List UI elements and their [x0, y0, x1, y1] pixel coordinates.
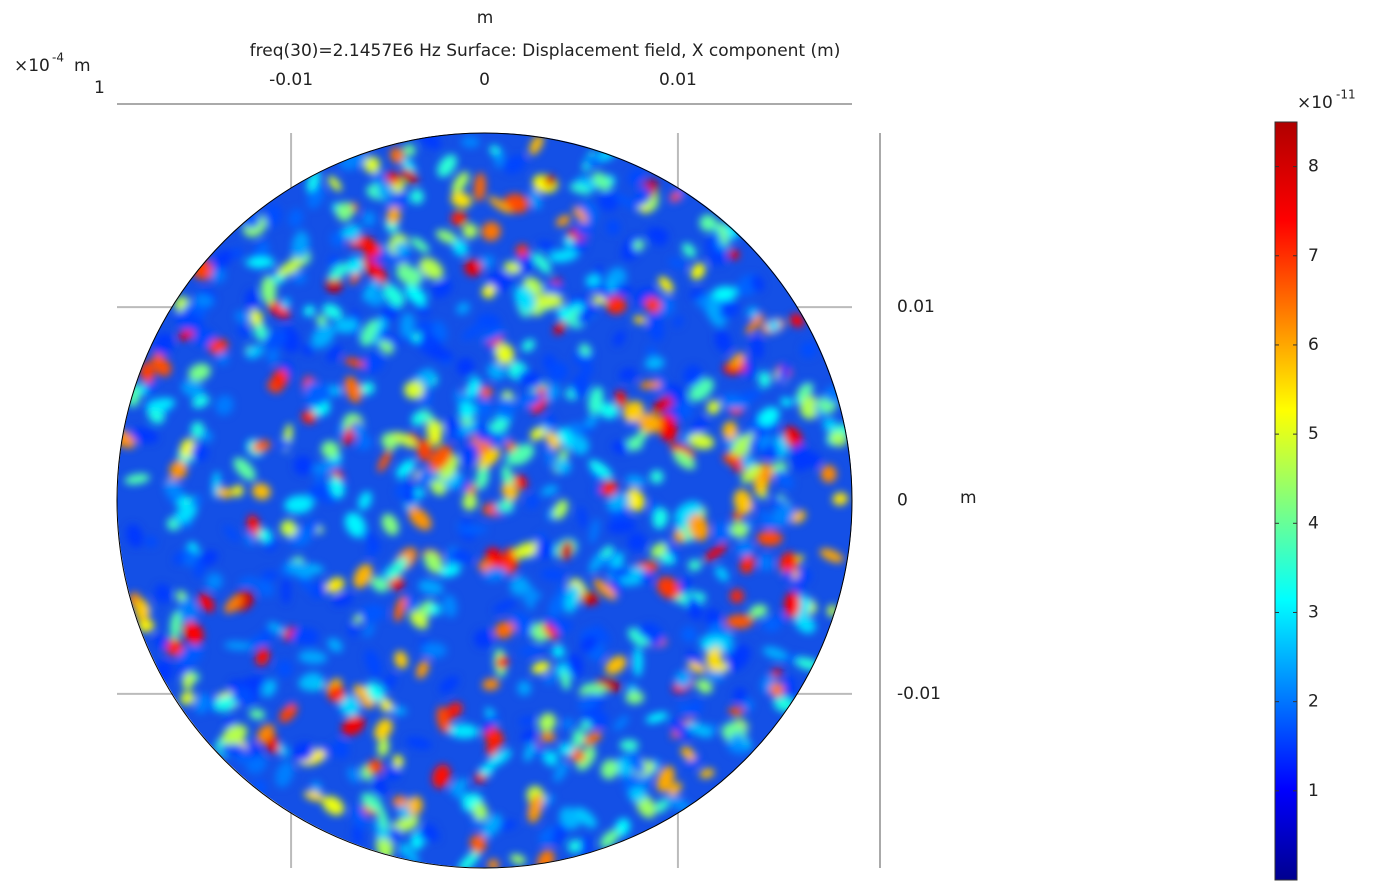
chart: m freq(30)=2.1457E6 Hz Surface: Displace… [0, 0, 1373, 888]
field-blob [540, 733, 556, 742]
colorbar-tick-label: 1 [1308, 781, 1319, 801]
corner-axis-prefix: ×10 [14, 56, 50, 76]
field-blob [633, 647, 642, 677]
y-tick-label: 0.01 [897, 297, 935, 317]
colorbar [1275, 122, 1297, 880]
x-tick-label: 0.01 [659, 70, 697, 90]
colorbar-tick-label: 4 [1308, 513, 1319, 533]
colorbar-tick-label: 6 [1308, 335, 1319, 355]
field-blob [282, 577, 290, 604]
colorbar-prefix: ×10 [1297, 93, 1333, 113]
y-axis-label: m [960, 488, 977, 508]
field-blob [559, 743, 575, 756]
colorbar-tick-label: 7 [1308, 246, 1319, 266]
x-tick-label: 0 [479, 70, 490, 90]
colorbar-tick-label: 3 [1308, 602, 1319, 622]
colorbar-tick-label: 2 [1308, 692, 1319, 712]
y-tick-label: -0.01 [897, 684, 941, 704]
corner-axis-unit: m [74, 56, 91, 76]
field-blob [713, 522, 731, 541]
chart-title: freq(30)=2.1457E6 Hz Surface: Displaceme… [250, 41, 841, 61]
colorbar-tick-label: 8 [1308, 157, 1319, 177]
field-blob [762, 617, 780, 632]
field-blob [458, 525, 488, 534]
colorbar-tick-label: 5 [1308, 424, 1319, 444]
corner-axis-tick: 1 [94, 78, 105, 98]
colorbar-exponent: -11 [1336, 88, 1356, 102]
field-blob [219, 744, 246, 755]
field-blob [620, 740, 639, 751]
corner-axis-exponent: -4 [52, 51, 64, 65]
x-tick-label: -0.01 [269, 70, 313, 90]
y-tick-label: 0 [897, 491, 908, 511]
top-label: m [477, 8, 494, 28]
